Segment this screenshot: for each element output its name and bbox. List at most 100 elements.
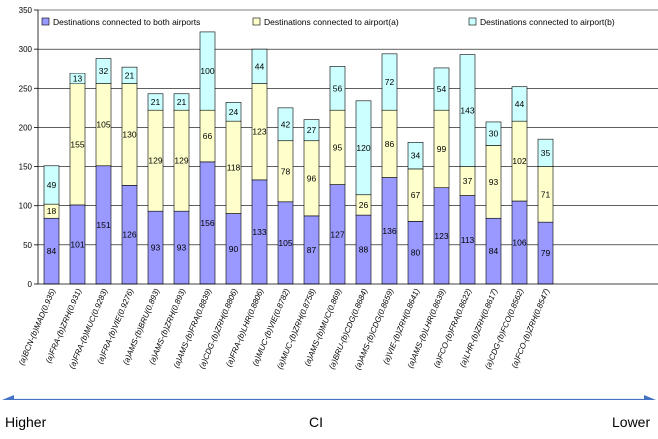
segment-label-bg xyxy=(382,77,397,88)
data-label: 151 xyxy=(96,220,110,230)
data-label: 123 xyxy=(434,231,448,241)
segment-label-bg xyxy=(434,230,449,241)
data-label: 129 xyxy=(148,156,162,166)
segment-label-bg xyxy=(486,246,501,257)
arrow-head-right xyxy=(644,395,656,400)
segment-label-bg xyxy=(460,176,475,187)
data-label: 30 xyxy=(489,129,499,139)
data-label: 123 xyxy=(252,127,266,137)
y-tick-label: 300 xyxy=(19,45,33,54)
segment-label-bg xyxy=(356,244,371,255)
data-label: 113 xyxy=(461,235,475,245)
y-tick-label: 350 xyxy=(19,6,33,15)
segment-label-bg xyxy=(538,248,553,259)
segment-label-bg xyxy=(174,96,189,107)
data-label: 93 xyxy=(151,243,161,253)
segment-label-bg xyxy=(44,246,59,257)
data-label: 44 xyxy=(255,61,265,71)
data-label: 49 xyxy=(47,180,57,190)
data-label: 136 xyxy=(382,226,396,236)
y-tick-label: 100 xyxy=(19,202,33,211)
segment-label-bg xyxy=(486,176,501,187)
segment-label-bg xyxy=(330,83,345,94)
data-label: 87 xyxy=(307,245,317,255)
segment-label-bg xyxy=(512,98,527,109)
data-label: 67 xyxy=(411,190,421,200)
data-label: 155 xyxy=(70,139,84,149)
segment-label-bg xyxy=(148,96,163,107)
data-label: 84 xyxy=(47,246,57,256)
data-label: 127 xyxy=(330,229,344,239)
data-label: 102 xyxy=(512,156,526,166)
segment-label-bg xyxy=(356,199,371,210)
data-label: 21 xyxy=(151,97,161,107)
segment-label-bg xyxy=(122,229,137,240)
footer-lower-label: Lower xyxy=(612,414,651,430)
legend-swatch xyxy=(41,17,50,26)
segment-label-bg xyxy=(122,129,137,140)
segment-label-bg xyxy=(538,147,553,158)
segment-label-bg xyxy=(408,190,423,201)
y-tick-label: 0 xyxy=(28,280,33,289)
segment-label-bg xyxy=(148,242,163,253)
axes xyxy=(37,10,658,285)
segment-label-bg xyxy=(252,61,267,72)
segment-label-bg xyxy=(122,70,137,81)
data-label: 35 xyxy=(541,148,551,158)
segment-label-bg xyxy=(382,225,397,236)
data-label: 93 xyxy=(177,243,187,253)
data-label: 90 xyxy=(229,244,239,254)
data-label: 37 xyxy=(463,176,473,186)
legend-swatch xyxy=(468,17,477,26)
segment-label-bg xyxy=(538,189,553,200)
data-label: 129 xyxy=(174,156,188,166)
segment-label-bg xyxy=(226,106,241,117)
segment-label-bg xyxy=(226,243,241,254)
data-label: 105 xyxy=(96,120,110,130)
segment-label-bg xyxy=(96,219,111,230)
data-label: 72 xyxy=(385,77,395,87)
data-label: 84 xyxy=(489,246,499,256)
data-label: 18 xyxy=(47,206,57,216)
data-label: 96 xyxy=(307,173,317,183)
data-label: 78 xyxy=(281,166,291,176)
data-label: 32 xyxy=(99,66,109,76)
segment-label-bg xyxy=(434,84,449,95)
segment-label-bg xyxy=(434,143,449,154)
segment-label-bg xyxy=(96,119,111,130)
footer-ci-label: CI xyxy=(309,414,323,430)
data-label: 86 xyxy=(385,139,395,149)
legend-swatch xyxy=(252,17,261,26)
data-label: 99 xyxy=(437,144,447,154)
data-label: 24 xyxy=(229,107,239,117)
legend: Destinations connected to both airports D… xyxy=(41,17,615,27)
segment-label-bg xyxy=(512,156,527,167)
data-label: 80 xyxy=(411,248,421,258)
gridlines xyxy=(38,9,658,246)
segment-labels: 84 18 49 101 155 13 151 105 32 126 130 21 93 129 21 93 1… xyxy=(44,61,553,259)
y-tick-label: 250 xyxy=(19,84,33,93)
arrow-head-left xyxy=(2,395,14,400)
segment-label-bg xyxy=(174,155,189,166)
segment-label-bg xyxy=(174,242,189,253)
data-label: 79 xyxy=(541,248,551,258)
y-tick-label: 150 xyxy=(19,163,33,172)
data-label: 34 xyxy=(411,151,421,161)
segment-label-bg xyxy=(486,128,501,139)
data-label: 13 xyxy=(73,74,83,84)
x-axis-labels: (a)BCN-(b)MAD(0.935)(a)FRA-(b)ZRH(0.931)… xyxy=(17,287,552,371)
segment-label-bg xyxy=(70,73,85,84)
data-label: 93 xyxy=(489,177,499,187)
segment-label-bg xyxy=(356,142,371,153)
legend-label: Destinations connected to both airports xyxy=(53,17,200,27)
segment-label-bg xyxy=(278,237,293,248)
segment-label-bg xyxy=(460,234,475,245)
segment-label-bg xyxy=(278,166,293,177)
ci-arrow xyxy=(2,395,656,400)
segment-label-bg xyxy=(200,66,215,77)
segment-label-bg xyxy=(460,105,475,116)
data-label: 44 xyxy=(515,99,525,109)
segment-label-bg xyxy=(96,66,111,77)
data-label: 88 xyxy=(359,245,369,255)
segment-label-bg xyxy=(330,142,345,153)
